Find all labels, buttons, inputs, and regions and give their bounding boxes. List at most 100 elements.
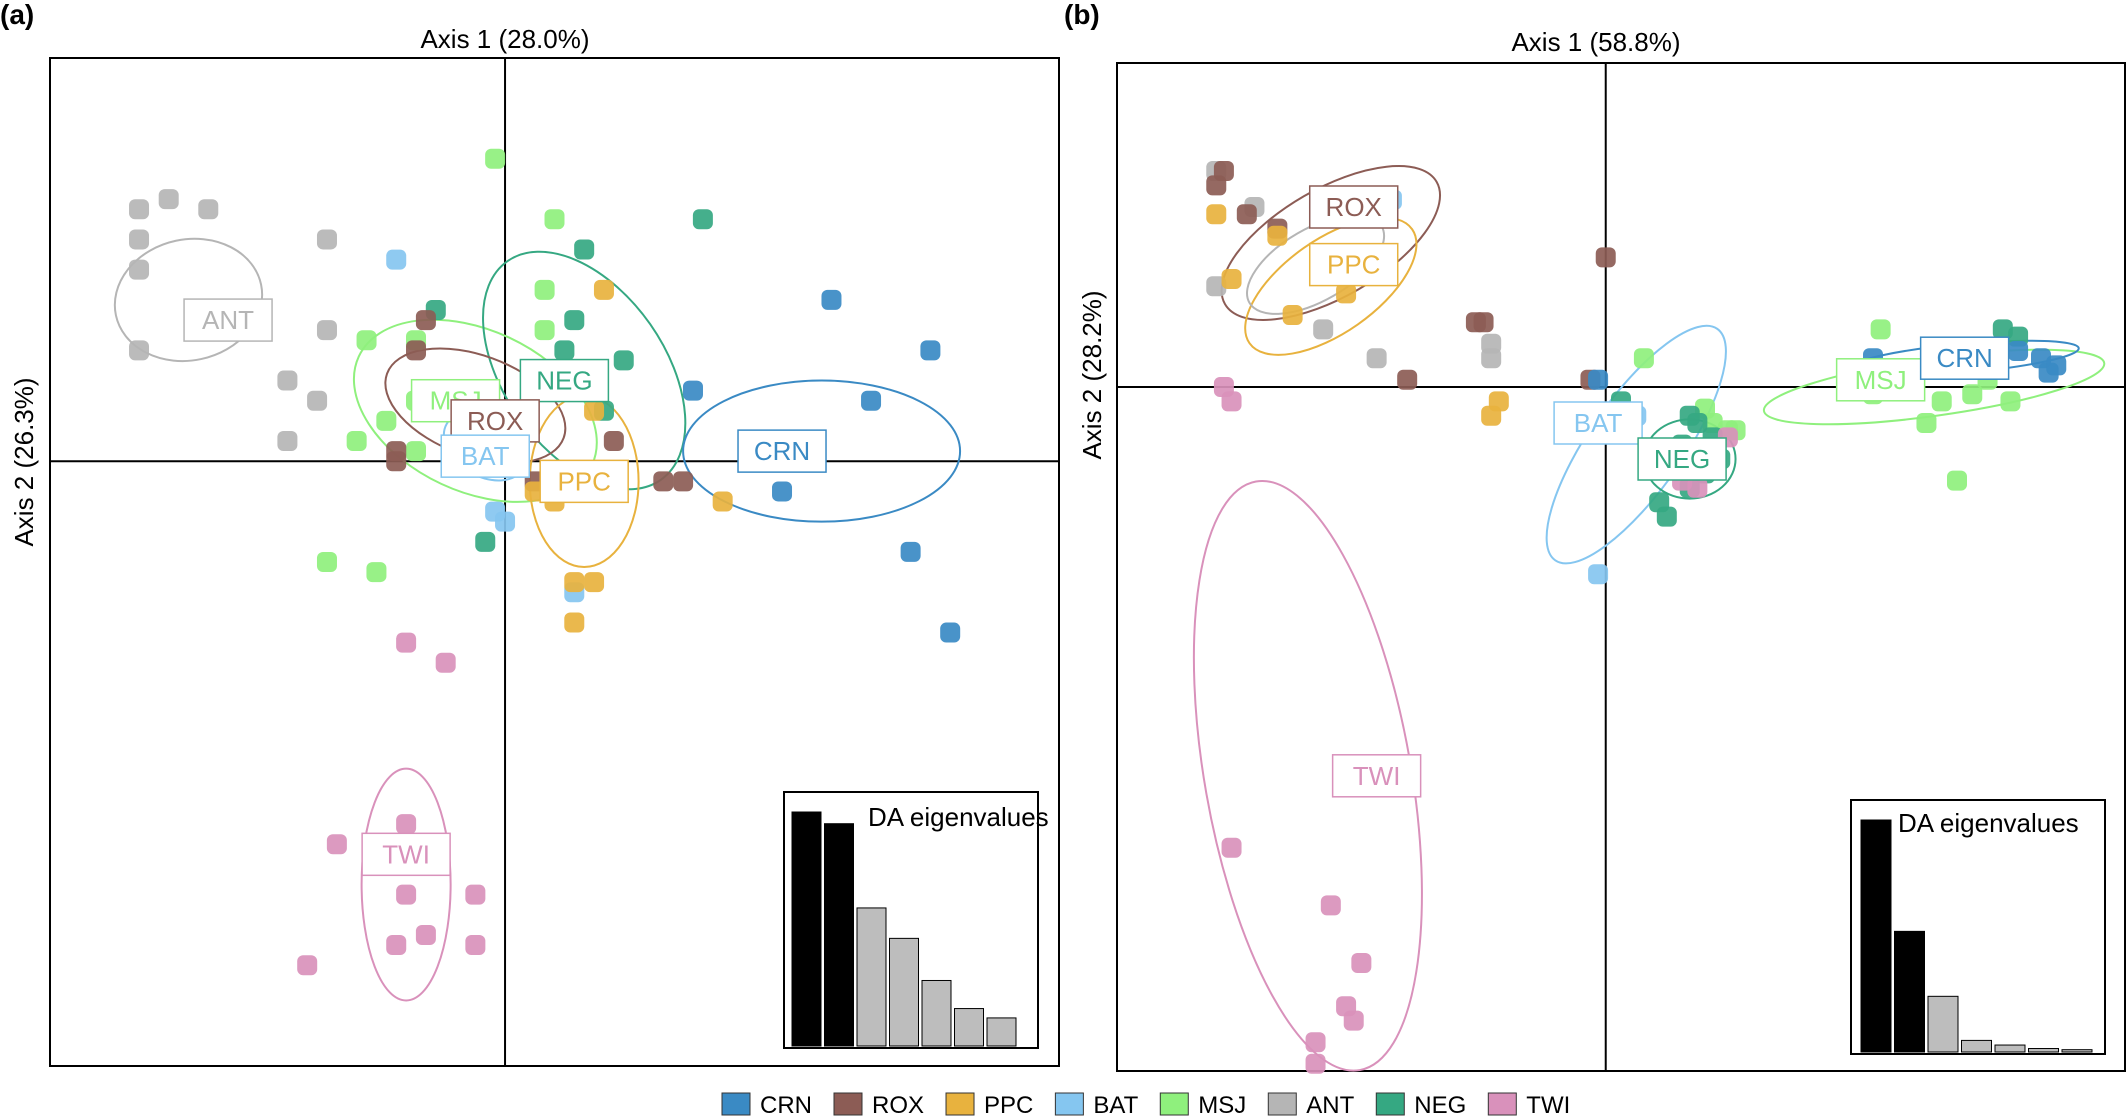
eigenvalue-bar bbox=[824, 823, 854, 1047]
eigenvalue-bar bbox=[856, 907, 887, 1047]
point-ant bbox=[1313, 319, 1334, 340]
y-axis-label-b: Axis 2 (28.2%) bbox=[1077, 290, 1107, 459]
point-ppc bbox=[564, 572, 585, 593]
point-ppc bbox=[712, 491, 733, 512]
point-ant bbox=[307, 390, 328, 411]
group-label-bat: BAT bbox=[1553, 401, 1643, 445]
point-msj bbox=[485, 148, 506, 169]
ellipse-crn bbox=[682, 379, 962, 523]
group-label-ant: ANT bbox=[183, 298, 273, 342]
label-text: MSJ bbox=[1855, 365, 1907, 395]
legend: CRN ROX PPC BAT MSJ ANT NEG TWI bbox=[721, 1092, 1570, 1118]
group-label-twi: TWI bbox=[361, 832, 451, 877]
point-crn bbox=[920, 340, 941, 361]
point-crn bbox=[821, 289, 842, 310]
point-ppc bbox=[1336, 283, 1357, 304]
ellipse-twi bbox=[360, 767, 452, 1002]
legend-label: NEG bbox=[1414, 1092, 1466, 1118]
point-ppc bbox=[1206, 204, 1227, 225]
legend-label: MSJ bbox=[1198, 1092, 1246, 1118]
group-label-crn: CRN bbox=[737, 429, 827, 473]
label-text: TWI bbox=[1353, 761, 1401, 791]
label-text: ANT bbox=[202, 305, 254, 335]
point-twi bbox=[465, 935, 486, 956]
eigenvalue-bar bbox=[986, 1017, 1017, 1047]
legend-swatch bbox=[1375, 1092, 1405, 1116]
label-text: NEG bbox=[536, 366, 592, 396]
plot-area-a: ANTMSJNEGROXBATPPCCRNTWI bbox=[50, 58, 1059, 1066]
legend-swatch bbox=[1267, 1092, 1297, 1116]
point-ant bbox=[1481, 348, 1502, 369]
point-ant bbox=[129, 229, 150, 250]
point-msj bbox=[346, 431, 367, 452]
point-rox bbox=[1213, 161, 1234, 181]
y-axis-label-a: Axis 2 (26.3%) bbox=[9, 377, 39, 546]
point-twi bbox=[396, 884, 417, 905]
point-rox bbox=[386, 451, 407, 472]
group-label-bat: BAT bbox=[440, 434, 531, 478]
inset-title-a: DA eigenvalues bbox=[868, 802, 1049, 832]
legend-item-ant: ANT bbox=[1267, 1092, 1355, 1118]
panel-label-b: (b) bbox=[1064, 0, 1100, 30]
label-box bbox=[539, 459, 629, 504]
legend-item-twi: TWI bbox=[1487, 1092, 1570, 1118]
legend-item-crn: CRN bbox=[721, 1092, 812, 1118]
label-text: PPC bbox=[1327, 250, 1380, 280]
group-label-ppc: PPC bbox=[539, 459, 629, 504]
point-ant bbox=[316, 320, 337, 341]
legend-label: TWI bbox=[1526, 1092, 1570, 1118]
point-twi bbox=[1343, 1010, 1364, 1031]
point-msj bbox=[1931, 391, 1952, 412]
point-msj bbox=[376, 410, 397, 431]
label-box bbox=[1919, 336, 2010, 380]
legend-item-ppc: PPC bbox=[945, 1092, 1033, 1118]
legend-item-neg: NEG bbox=[1375, 1092, 1466, 1118]
legend-label: ANT bbox=[1306, 1092, 1354, 1118]
label-box bbox=[361, 832, 451, 877]
point-msj bbox=[1633, 348, 1654, 369]
label-box bbox=[1637, 437, 1727, 481]
point-twi bbox=[1221, 391, 1242, 412]
legend-swatch bbox=[945, 1092, 975, 1116]
eigenvalue-bar bbox=[1860, 819, 1892, 1053]
legend-swatch bbox=[1159, 1092, 1189, 1116]
eigenvalue-bar bbox=[954, 1008, 984, 1047]
ellipse-ant bbox=[113, 237, 264, 363]
label-text: CRN bbox=[1936, 343, 1992, 373]
point-ant bbox=[129, 259, 150, 280]
point-crn bbox=[2046, 355, 2067, 376]
plot-frame-b bbox=[1116, 62, 2126, 1072]
inset-title-b: DA eigenvalues bbox=[1898, 808, 2079, 838]
point-neg bbox=[613, 350, 634, 371]
eigenvalue-bar bbox=[921, 979, 952, 1047]
group-label-ppc: PPC bbox=[1308, 242, 1399, 287]
eigenvalues-inset-a: DA eigenvalues bbox=[783, 791, 1049, 1049]
point-msj bbox=[544, 209, 565, 230]
point-ant bbox=[198, 199, 219, 220]
point-rox bbox=[1473, 312, 1494, 333]
point-rox bbox=[1595, 247, 1616, 268]
point-crn bbox=[772, 481, 793, 502]
legend-label: CRN bbox=[760, 1092, 812, 1118]
point-twi bbox=[1687, 477, 1708, 498]
label-box bbox=[440, 434, 531, 478]
point-twi bbox=[1351, 953, 1372, 973]
label-text: NEG bbox=[1654, 444, 1710, 474]
legend-item-msj: MSJ bbox=[1159, 1092, 1246, 1118]
label-box bbox=[1308, 185, 1399, 229]
label-text: ROX bbox=[467, 406, 523, 436]
point-crn bbox=[2008, 341, 2029, 361]
point-twi bbox=[415, 924, 436, 945]
panel-b: (b) Axis 1 (58.8%) Axis 2 (28.2%) ROX PPC… bbox=[1064, 0, 2126, 1074]
point-msj bbox=[366, 562, 387, 583]
eigenvalue-bar bbox=[1927, 995, 1959, 1053]
group-label-msj: MSJ bbox=[1835, 358, 1926, 402]
point-crn bbox=[940, 622, 961, 643]
point-rox bbox=[406, 340, 427, 361]
point-ant bbox=[316, 229, 337, 250]
point-rox bbox=[603, 431, 624, 452]
legend-label: ROX bbox=[872, 1092, 924, 1118]
point-neg bbox=[692, 209, 713, 230]
point-bat bbox=[386, 249, 407, 270]
